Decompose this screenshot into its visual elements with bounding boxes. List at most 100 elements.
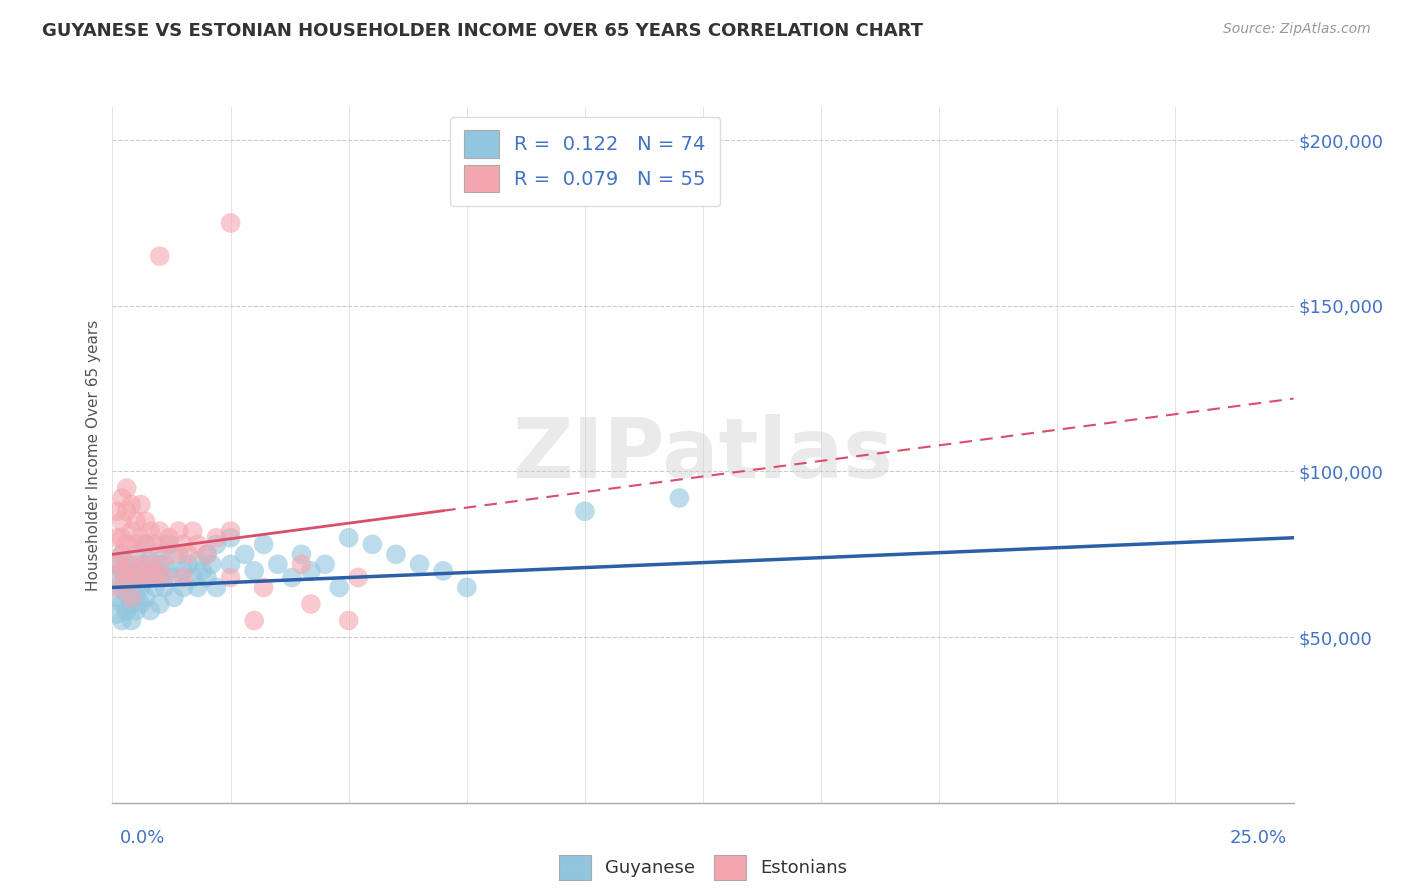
Point	[153, 570, 176, 584]
Point	[201, 558, 224, 572]
Point	[163, 591, 186, 605]
Point	[111, 547, 134, 561]
Point	[668, 491, 690, 505]
Point	[143, 537, 166, 551]
Point	[253, 537, 276, 551]
Point	[115, 537, 138, 551]
Point	[111, 564, 134, 578]
Point	[172, 537, 194, 551]
Point	[186, 581, 208, 595]
Point	[181, 524, 204, 538]
Point	[167, 547, 190, 561]
Point	[111, 491, 134, 505]
Point	[129, 558, 152, 572]
Point	[205, 581, 228, 595]
Point	[105, 531, 128, 545]
Point	[149, 597, 172, 611]
Point	[299, 597, 322, 611]
Point	[129, 531, 152, 545]
Point	[125, 537, 148, 551]
Point	[181, 570, 204, 584]
Point	[432, 564, 454, 578]
Point	[456, 581, 478, 595]
Point	[347, 570, 370, 584]
Point	[111, 614, 134, 628]
Point	[120, 558, 142, 572]
Point	[328, 581, 350, 595]
Point	[125, 570, 148, 584]
Point	[111, 547, 134, 561]
Point	[243, 564, 266, 578]
Text: GUYANESE VS ESTONIAN HOUSEHOLDER INCOME OVER 65 YEARS CORRELATION CHART: GUYANESE VS ESTONIAN HOUSEHOLDER INCOME …	[42, 22, 924, 40]
Point	[139, 524, 162, 538]
Point	[337, 531, 360, 545]
Point	[385, 547, 408, 561]
Point	[149, 558, 172, 572]
Point	[105, 558, 128, 572]
Point	[129, 597, 152, 611]
Point	[143, 570, 166, 584]
Point	[120, 581, 142, 595]
Point	[253, 581, 276, 595]
Point	[243, 614, 266, 628]
Point	[361, 537, 384, 551]
Point	[125, 547, 148, 561]
Point	[129, 498, 152, 512]
Point	[115, 481, 138, 495]
Point	[219, 216, 242, 230]
Point	[105, 581, 128, 595]
Point	[149, 547, 172, 561]
Point	[135, 537, 157, 551]
Point	[115, 558, 138, 572]
Point	[135, 574, 157, 588]
Point	[574, 504, 596, 518]
Point	[115, 604, 138, 618]
Point	[105, 591, 128, 605]
Point	[172, 564, 194, 578]
Point	[157, 537, 180, 551]
Point	[135, 570, 157, 584]
Point	[135, 558, 157, 572]
Point	[172, 570, 194, 584]
Point	[408, 558, 430, 572]
Point	[120, 591, 142, 605]
Point	[115, 504, 138, 518]
Point	[111, 531, 134, 545]
Point	[205, 531, 228, 545]
Point	[135, 537, 157, 551]
Point	[120, 498, 142, 512]
Point	[115, 570, 138, 584]
Point	[157, 531, 180, 545]
Legend: Guyanese, Estonians: Guyanese, Estonians	[548, 844, 858, 891]
Point	[105, 570, 128, 584]
Point	[111, 581, 134, 595]
Point	[195, 547, 218, 561]
Point	[120, 597, 142, 611]
Text: ZIPatlas: ZIPatlas	[513, 415, 893, 495]
Point	[120, 614, 142, 628]
Point	[105, 558, 128, 572]
Point	[281, 570, 304, 584]
Point	[299, 564, 322, 578]
Point	[219, 531, 242, 545]
Point	[163, 547, 186, 561]
Point	[219, 570, 242, 584]
Point	[191, 564, 214, 578]
Point	[149, 524, 172, 538]
Point	[105, 607, 128, 621]
Point	[125, 604, 148, 618]
Point	[139, 554, 162, 568]
Point	[125, 591, 148, 605]
Point	[186, 537, 208, 551]
Point	[219, 558, 242, 572]
Point	[111, 564, 134, 578]
Point	[195, 547, 218, 561]
Point	[186, 554, 208, 568]
Point	[120, 524, 142, 538]
Point	[157, 564, 180, 578]
Point	[219, 524, 242, 538]
Point	[205, 537, 228, 551]
Point	[149, 570, 172, 584]
Point	[337, 614, 360, 628]
Point	[195, 570, 218, 584]
